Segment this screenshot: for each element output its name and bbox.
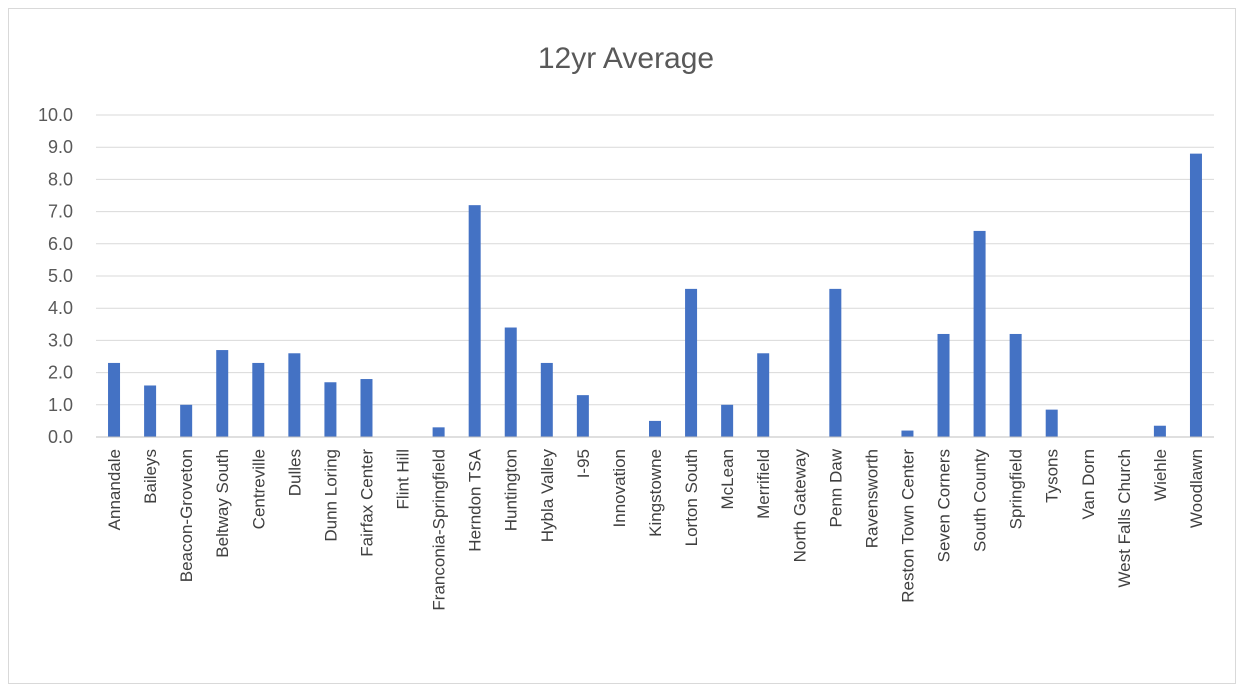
bar [1153,425,1166,437]
x-tick-label: Franconia-Springfield [430,449,449,611]
bar [432,427,445,437]
x-tick-label: Beltway South [213,449,232,558]
bar [1045,409,1058,437]
x-tick-label: Dulles [285,449,304,496]
bar [649,420,661,437]
y-tick-label: 8.0 [48,169,73,189]
y-tick-label: 0.0 [48,427,73,447]
bar [324,382,337,437]
gridlines [96,114,1214,406]
y-tick-label: 9.0 [48,137,73,157]
bar [973,230,986,437]
chart-title: 12yr Average [538,42,714,75]
x-tick-label: Flint Hill [394,449,413,509]
x-tick-label: Penn Daw [826,448,845,527]
y-axis-ticks: 0.0 1.0 2.0 3.0 4.0 5.0 6.0 7.0 8.0 9.0 10.0 [38,105,73,447]
y-tick-label: 6.0 [48,234,73,254]
x-tick-label: Beacon-Groveton [177,449,196,582]
x-tick-label: West Falls Church [1115,449,1134,588]
y-tick-label: 7.0 [48,202,73,222]
bar [180,404,193,437]
bar [144,385,157,437]
x-tick-label: Huntington [502,449,521,531]
x-tick-label: Kingstowne [646,449,665,537]
x-tick-label: South County [971,449,990,553]
y-tick-label: 10.0 [38,105,73,125]
x-tick-label: Herndon TSA [466,448,485,551]
x-tick-label: Hybla Valley [538,449,557,543]
x-tick-label: Merrifield [754,449,773,519]
x-axis-labels: Annandale Baileys Beacon-Groveton Beltway S… [105,448,1206,610]
y-tick-label: 3.0 [48,330,73,350]
bar [685,288,698,437]
bar [829,288,842,437]
bar [216,350,229,437]
chart-frame [8,8,1236,684]
bar [1189,153,1202,437]
x-tick-label: Van Dorn [1079,449,1098,520]
x-tick-label: Lorton South [682,449,701,546]
x-tick-label: North Gateway [790,449,809,563]
bar [108,362,121,437]
bar [288,353,301,437]
x-tick-label: Baileys [141,449,160,504]
bar [901,430,914,437]
x-tick-label: Tysons [1043,449,1062,503]
bar [937,333,950,437]
bar [252,362,265,437]
bar [1009,333,1022,437]
x-tick-label: Centreville [249,449,268,529]
bar [540,362,553,437]
x-tick-label: Wiehle [1151,449,1170,501]
x-tick-label: Innovation [610,449,629,527]
y-tick-label: 1.0 [48,395,73,415]
bar [468,205,481,437]
bars [108,153,1202,437]
x-tick-label: Dunn Loring [321,449,340,542]
bar [360,379,373,437]
bar [757,353,770,437]
bar [576,395,589,437]
x-tick-label: Springfield [1007,449,1026,529]
x-tick-label: Fairfax Center [357,449,376,557]
x-tick-label: McLean [718,449,737,509]
bar [721,404,734,437]
x-tick-label: Annandale [105,449,124,530]
bar [504,327,517,437]
x-tick-label: Seven Corners [935,449,954,562]
x-tick-label: Reston Town Center [898,449,917,603]
y-tick-label: 5.0 [48,266,73,286]
y-tick-label: 2.0 [48,363,73,383]
x-tick-label: I-95 [574,449,593,478]
x-tick-label: Woodlawn [1187,449,1206,528]
y-tick-label: 4.0 [48,298,73,318]
x-tick-label: Ravensworth [862,449,881,548]
